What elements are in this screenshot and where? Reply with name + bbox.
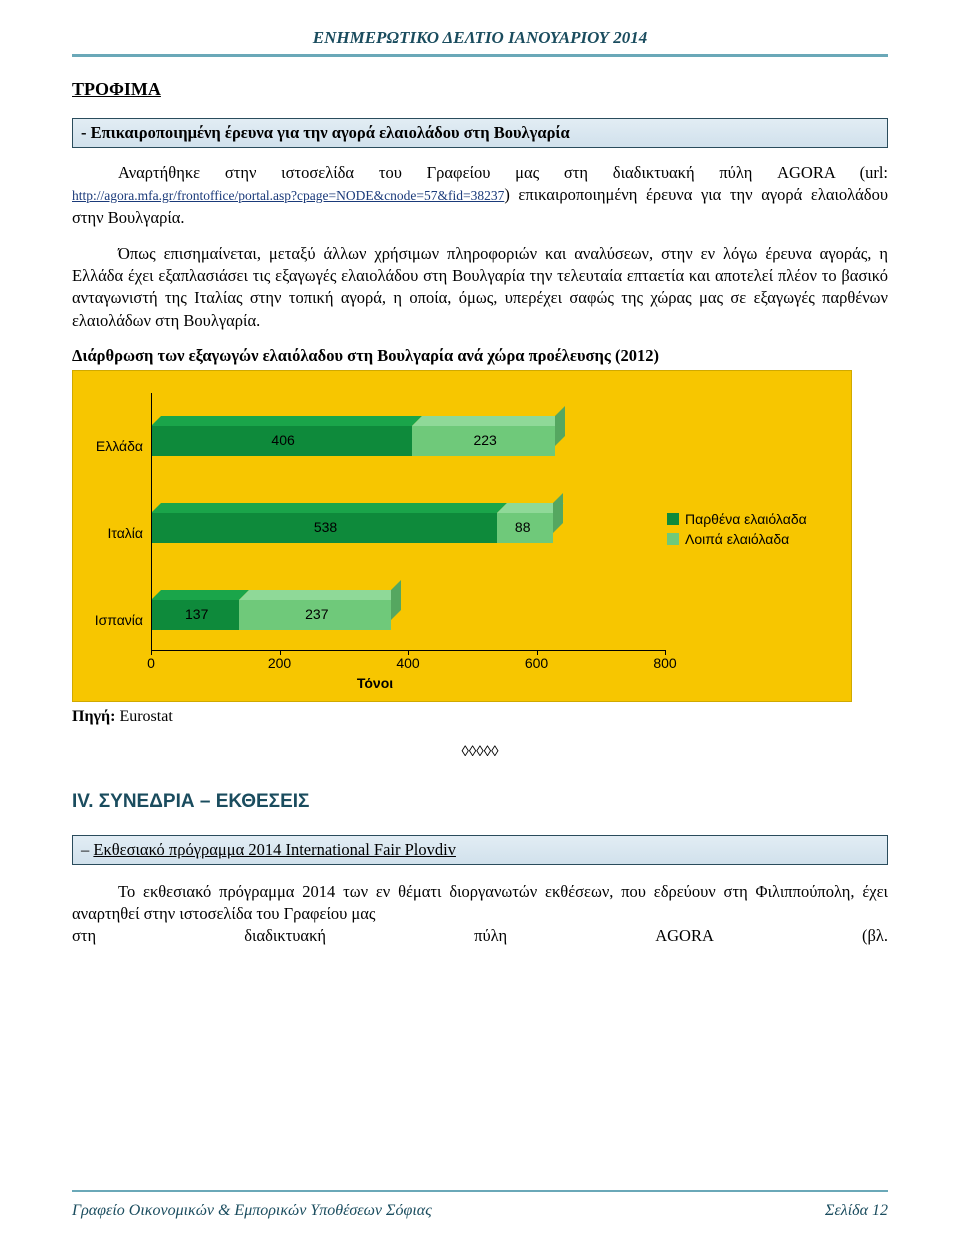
bar-segment-virgin: 538 bbox=[151, 513, 497, 543]
x-axis-title: Τόνοι bbox=[85, 675, 665, 691]
footer: Γραφείο Οικονομικών & Εμπορικών Υποθέσεω… bbox=[72, 1202, 888, 1220]
bar-value-label: 223 bbox=[473, 432, 496, 448]
legend-column: Παρθένα ελαιόλαδα Λοιπά ελαιόλαδα bbox=[665, 383, 841, 693]
legend-label: Παρθένα ελαιόλαδα bbox=[685, 511, 807, 527]
bar-value-label: 237 bbox=[305, 606, 328, 622]
bar-value-label: 88 bbox=[515, 519, 531, 535]
separator-diamonds: ◊◊◊◊◊ bbox=[72, 744, 888, 761]
y-axis-label: Ελλάδα bbox=[96, 439, 143, 453]
plot-column: Ελλάδα Ιταλία Ισπανία 406 223 538 88 137 237 Τό… bbox=[85, 383, 665, 693]
source-label: Πηγή: bbox=[72, 708, 115, 725]
p3l2-b: διαδικτυακή bbox=[244, 925, 326, 947]
legend-label: Λοιπά ελαιόλαδα bbox=[685, 531, 789, 547]
chart-title: Διάρθρωση των εξαγωγών ελαιόλαδου στη Βο… bbox=[72, 346, 888, 366]
chart-source: Πηγή: Eurostat bbox=[72, 708, 888, 726]
banner2-text: Εκθεσιακό πρόγραμμα 2014 International F… bbox=[93, 840, 456, 859]
legend-swatch bbox=[667, 533, 679, 545]
report-banner: - Επικαιροποιημένη έρευνα για την αγορά … bbox=[72, 118, 888, 148]
bar-segment-virgin: 406 bbox=[151, 426, 412, 456]
paragraph-3: Το εκθεσιακό πρόγραμμα 2014 των εν θέματ… bbox=[72, 881, 888, 948]
legend: Παρθένα ελαιόλαδα Λοιπά ελαιόλαδα bbox=[667, 511, 807, 551]
page: ΕΝΗΜΕΡΩΤΙΚΟ ΔΕΛΤΙΟ ΙΑΝΟΥΑΡΙΟΥ 2014 ΤΡΟΦΙ… bbox=[0, 0, 960, 1252]
source-value: Eurostat bbox=[119, 708, 172, 725]
banner2-prefix: – bbox=[81, 840, 89, 859]
bar-value-label: 538 bbox=[314, 519, 337, 535]
y-axis-label: Ιταλία bbox=[107, 526, 143, 540]
x-tick-label: 600 bbox=[525, 655, 548, 671]
section-trofima-title: ΤΡΟΦΙΜΑ bbox=[72, 79, 888, 100]
plovdiv-banner: – Εκθεσιακό πρόγραμμα 2014 International… bbox=[72, 835, 888, 865]
plot-area: 406 223 538 88 137 237 bbox=[151, 393, 665, 651]
para1-text-a: Αναρτήθηκε στην ιστοσελίδα του Γραφείου … bbox=[118, 163, 888, 182]
bar-value-label: 406 bbox=[271, 432, 294, 448]
footer-right: Σελίδα 12 bbox=[825, 1202, 888, 1220]
p3l2-e: (βλ. bbox=[862, 925, 888, 947]
y-axis-label: Ισπανία bbox=[95, 613, 143, 627]
paragraph-1: Αναρτήθηκε στην ιστοσελίδα του Γραφείου … bbox=[72, 162, 888, 229]
bar-segment-other: 88 bbox=[497, 513, 554, 543]
agora-link[interactable]: http://agora.mfa.gr/frontoffice/portal.a… bbox=[72, 188, 504, 203]
bar-segment-virgin: 137 bbox=[151, 600, 239, 630]
p3l2-c: πύλη bbox=[474, 925, 507, 947]
p3l2-d: AGORA bbox=[655, 925, 714, 947]
y-axis: Ελλάδα Ιταλία Ισπανία bbox=[85, 393, 151, 651]
footer-rule bbox=[72, 1190, 888, 1192]
para3-line1: Το εκθεσιακό πρόγραμμα 2014 των εν θέματ… bbox=[72, 881, 888, 926]
legend-swatch bbox=[667, 513, 679, 525]
header-rule bbox=[72, 54, 888, 57]
page-header: ΕΝΗΜΕΡΩΤΙΚΟ ΔΕΛΤΙΟ ΙΑΝΟΥΑΡΙΟΥ 2014 bbox=[72, 28, 888, 48]
x-tick-label: 0 bbox=[147, 655, 155, 671]
x-tick-label: 200 bbox=[268, 655, 291, 671]
legend-item: Λοιπά ελαιόλαδα bbox=[667, 531, 807, 547]
footer-left: Γραφείο Οικονομικών & Εμπορικών Υποθέσεω… bbox=[72, 1202, 432, 1220]
bar-value-label: 137 bbox=[185, 606, 208, 622]
para3-line2: στη διαδικτυακή πύλη AGORA (βλ. bbox=[72, 925, 888, 947]
x-tick-label: 400 bbox=[396, 655, 419, 671]
olive-oil-chart: Ελλάδα Ιταλία Ισπανία 406 223 538 88 137 237 Τό… bbox=[72, 370, 852, 702]
bar-segment-other: 237 bbox=[239, 600, 391, 630]
bar-segment-other: 223 bbox=[412, 426, 555, 456]
section-iv-title: IV. ΣΥΝΕΔΡΙΑ – ΕΚΘΕΣΕΙΣ bbox=[72, 791, 888, 813]
legend-item: Παρθένα ελαιόλαδα bbox=[667, 511, 807, 527]
p3l2-a: στη bbox=[72, 925, 96, 947]
y-axis-line bbox=[151, 393, 152, 651]
paragraph-2: Όπως επισημαίνεται, μεταξύ άλλων χρήσιμω… bbox=[72, 243, 888, 332]
